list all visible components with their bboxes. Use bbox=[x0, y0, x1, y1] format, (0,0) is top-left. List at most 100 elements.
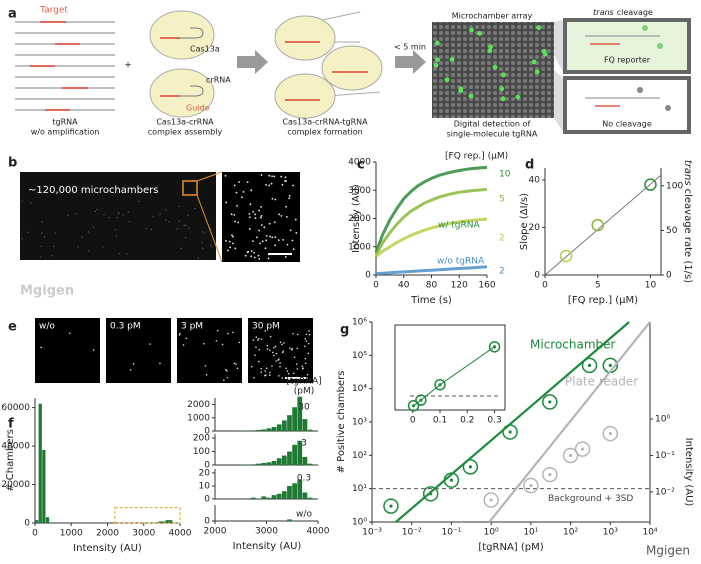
x-tick-label: 120 bbox=[451, 281, 468, 291]
condition-label: 30 pM bbox=[252, 322, 280, 332]
spot bbox=[40, 256, 42, 258]
point bbox=[542, 466, 558, 483]
spot bbox=[285, 205, 287, 208]
zoom-line bbox=[196, 194, 223, 263]
spot bbox=[129, 369, 132, 371]
spot bbox=[165, 219, 167, 221]
spot bbox=[67, 214, 69, 216]
condition-label: 0.3 pM bbox=[110, 322, 141, 332]
point-center bbox=[438, 383, 442, 387]
x-tick-label: 2000 bbox=[96, 529, 119, 539]
spot bbox=[159, 362, 161, 365]
point-center bbox=[608, 431, 612, 436]
point bbox=[434, 378, 446, 391]
label-part: trans bbox=[682, 160, 693, 186]
spot bbox=[77, 246, 79, 248]
point bbox=[407, 400, 420, 412]
spot bbox=[248, 212, 251, 215]
x-axis-label: Time (s) bbox=[410, 295, 452, 306]
spot bbox=[285, 180, 287, 182]
spot bbox=[231, 234, 233, 237]
spot bbox=[234, 247, 237, 250]
spot bbox=[271, 236, 274, 239]
spot bbox=[279, 361, 281, 364]
spot bbox=[165, 209, 167, 211]
spot bbox=[249, 203, 252, 206]
y-tick-label: 0 bbox=[204, 461, 210, 471]
bar bbox=[38, 403, 42, 523]
spot bbox=[226, 376, 229, 379]
label: crRNA bbox=[206, 76, 231, 85]
spot bbox=[185, 337, 188, 340]
spot bbox=[487, 48, 493, 54]
x-tick-label: 10³ bbox=[603, 528, 618, 538]
spot bbox=[257, 254, 260, 257]
spot bbox=[265, 367, 268, 370]
bar bbox=[307, 497, 313, 499]
spot bbox=[281, 351, 284, 354]
point bbox=[523, 477, 539, 494]
spot bbox=[258, 257, 261, 260]
spot bbox=[178, 220, 180, 222]
bar bbox=[297, 440, 303, 465]
spot bbox=[188, 227, 190, 229]
spot bbox=[434, 40, 440, 46]
spot bbox=[233, 214, 236, 216]
spot bbox=[92, 349, 95, 351]
point bbox=[542, 394, 558, 410]
point bbox=[602, 425, 619, 442]
watermark: Mgigen bbox=[20, 284, 74, 299]
y-tick-label: 40 bbox=[529, 175, 541, 185]
point bbox=[462, 459, 479, 475]
spot bbox=[268, 349, 271, 352]
bar bbox=[266, 428, 272, 431]
spot bbox=[292, 372, 295, 375]
bar bbox=[302, 492, 308, 499]
x-tick-label: 10⁰ bbox=[484, 528, 499, 538]
spot bbox=[53, 245, 55, 247]
bar bbox=[287, 485, 292, 499]
spot bbox=[253, 256, 256, 259]
bar bbox=[292, 444, 297, 465]
y2-tick-label: 100 bbox=[666, 181, 683, 191]
spot bbox=[250, 255, 253, 258]
y2-tick-label: 10⁻¹ bbox=[655, 451, 675, 461]
spot bbox=[279, 341, 282, 344]
bar bbox=[256, 463, 261, 465]
y-tick-label: 0 bbox=[204, 427, 210, 437]
spot bbox=[260, 174, 263, 176]
spot bbox=[536, 25, 542, 31]
spot bbox=[114, 228, 116, 231]
label: Guide bbox=[186, 104, 210, 113]
y-tick-label: 20 bbox=[529, 223, 541, 233]
x-tick-label: 0 bbox=[373, 281, 379, 291]
y-tick-label: 200 bbox=[193, 434, 210, 444]
label: No cleavage bbox=[602, 120, 652, 129]
label-part: trans bbox=[593, 8, 614, 17]
spot bbox=[254, 354, 256, 357]
spot bbox=[187, 214, 189, 216]
bar bbox=[287, 451, 292, 465]
spot bbox=[201, 241, 203, 244]
spot bbox=[285, 367, 287, 370]
bar bbox=[158, 521, 166, 523]
line bbox=[374, 165, 488, 253]
point-center bbox=[489, 498, 493, 502]
bar bbox=[281, 455, 287, 465]
label-part: cleavage rate (1/s) bbox=[682, 189, 693, 284]
spot bbox=[250, 250, 253, 253]
label: Target bbox=[39, 6, 68, 16]
spot bbox=[269, 371, 271, 374]
micrograph bbox=[35, 318, 100, 383]
spot bbox=[296, 368, 299, 370]
y-tick-label: 10² bbox=[352, 451, 367, 461]
spot bbox=[269, 235, 271, 238]
spot bbox=[469, 27, 474, 33]
spot bbox=[260, 367, 263, 370]
bar bbox=[266, 497, 272, 499]
spot bbox=[205, 374, 208, 376]
bar bbox=[292, 407, 297, 431]
spot bbox=[492, 64, 498, 70]
x-tick-label: 10² bbox=[563, 528, 578, 538]
spot bbox=[258, 360, 260, 363]
